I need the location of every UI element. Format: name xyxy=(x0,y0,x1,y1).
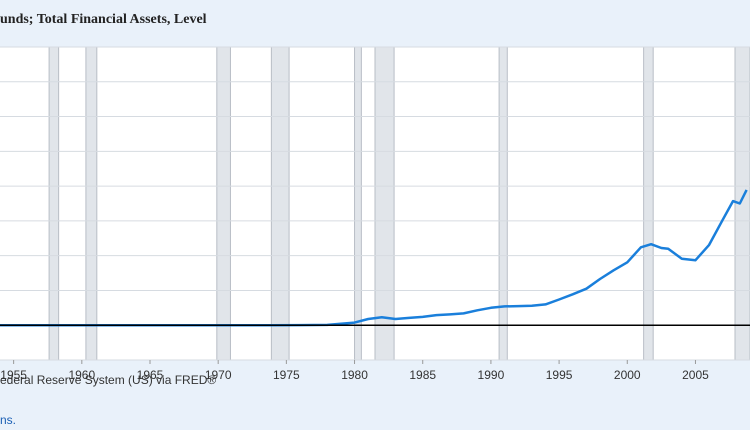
x-tick-label: 1975 xyxy=(273,368,300,382)
recession-band xyxy=(270,46,290,361)
series-line xyxy=(0,189,748,327)
x-tick-label: 1985 xyxy=(409,368,436,382)
x-tick-label: 1990 xyxy=(478,368,505,382)
recession-band xyxy=(85,46,98,361)
recession-band xyxy=(643,46,654,361)
recession-band xyxy=(498,46,508,361)
x-tick-label: 2000 xyxy=(614,368,641,382)
source: ederal Reserve System (US) via FRED® xyxy=(0,373,216,387)
recession-band xyxy=(354,46,362,361)
x-tick-label: 1955 xyxy=(0,368,27,382)
grid-layer xyxy=(0,46,750,364)
line-layer xyxy=(0,189,748,327)
recession-band xyxy=(374,46,395,361)
recession-band xyxy=(216,46,231,361)
x-tick-label: 1970 xyxy=(205,368,232,382)
x-tick-label: 1980 xyxy=(341,368,368,382)
x-tick-label: 2005 xyxy=(682,368,709,382)
recession-band xyxy=(48,46,60,361)
x-tick-label: 1960 xyxy=(68,368,95,382)
source-link[interactable]: ns. xyxy=(0,413,16,427)
chart-title: unds; Total Financial Assets, Level xyxy=(0,12,207,27)
x-tick-label: 1965 xyxy=(137,368,164,382)
x-tick-label: 1995 xyxy=(546,368,573,382)
